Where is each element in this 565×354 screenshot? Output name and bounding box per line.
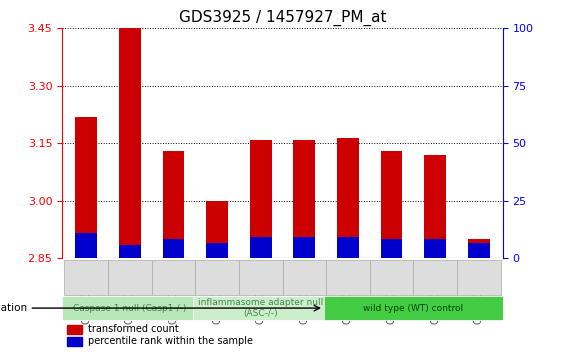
Bar (206, 243, 228, 258)
Bar (381, 151, 402, 258)
Bar (457, 259, 501, 295)
Bar (163, 151, 184, 258)
Bar (293, 237, 315, 258)
Bar (468, 243, 490, 258)
Bar (163, 239, 184, 258)
Bar (75, 234, 97, 258)
Text: inflammasome adapter null
(ASC-/-): inflammasome adapter null (ASC-/-) (198, 298, 323, 318)
Bar (119, 28, 141, 258)
Bar (108, 259, 151, 295)
Text: transformed count: transformed count (88, 324, 179, 334)
Bar (75, 116, 97, 258)
Bar (381, 239, 402, 258)
Bar (326, 259, 370, 295)
Bar (468, 239, 490, 258)
Bar (195, 259, 239, 295)
Bar (62, 296, 197, 320)
Bar (337, 237, 359, 258)
Bar (370, 259, 414, 295)
Bar (206, 201, 228, 258)
Bar (193, 296, 328, 320)
Bar (151, 259, 195, 295)
Bar (64, 259, 108, 295)
Bar (293, 139, 315, 258)
Bar (67, 325, 82, 333)
Text: Caspase 1 null (Casp1-/-): Caspase 1 null (Casp1-/-) (73, 304, 186, 313)
Bar (282, 259, 326, 295)
Bar (250, 237, 272, 258)
Bar (414, 259, 457, 295)
Text: percentile rank within the sample: percentile rank within the sample (88, 336, 253, 346)
Text: genotype/variation: genotype/variation (0, 303, 27, 313)
Bar (239, 259, 282, 295)
Bar (424, 155, 446, 258)
Text: wild type (WT) control: wild type (WT) control (363, 304, 463, 313)
Bar (250, 139, 272, 258)
Bar (324, 296, 503, 320)
Title: GDS3925 / 1457927_PM_at: GDS3925 / 1457927_PM_at (179, 9, 386, 25)
Bar (424, 239, 446, 258)
Bar (67, 337, 82, 346)
Bar (119, 245, 141, 258)
Bar (337, 138, 359, 258)
